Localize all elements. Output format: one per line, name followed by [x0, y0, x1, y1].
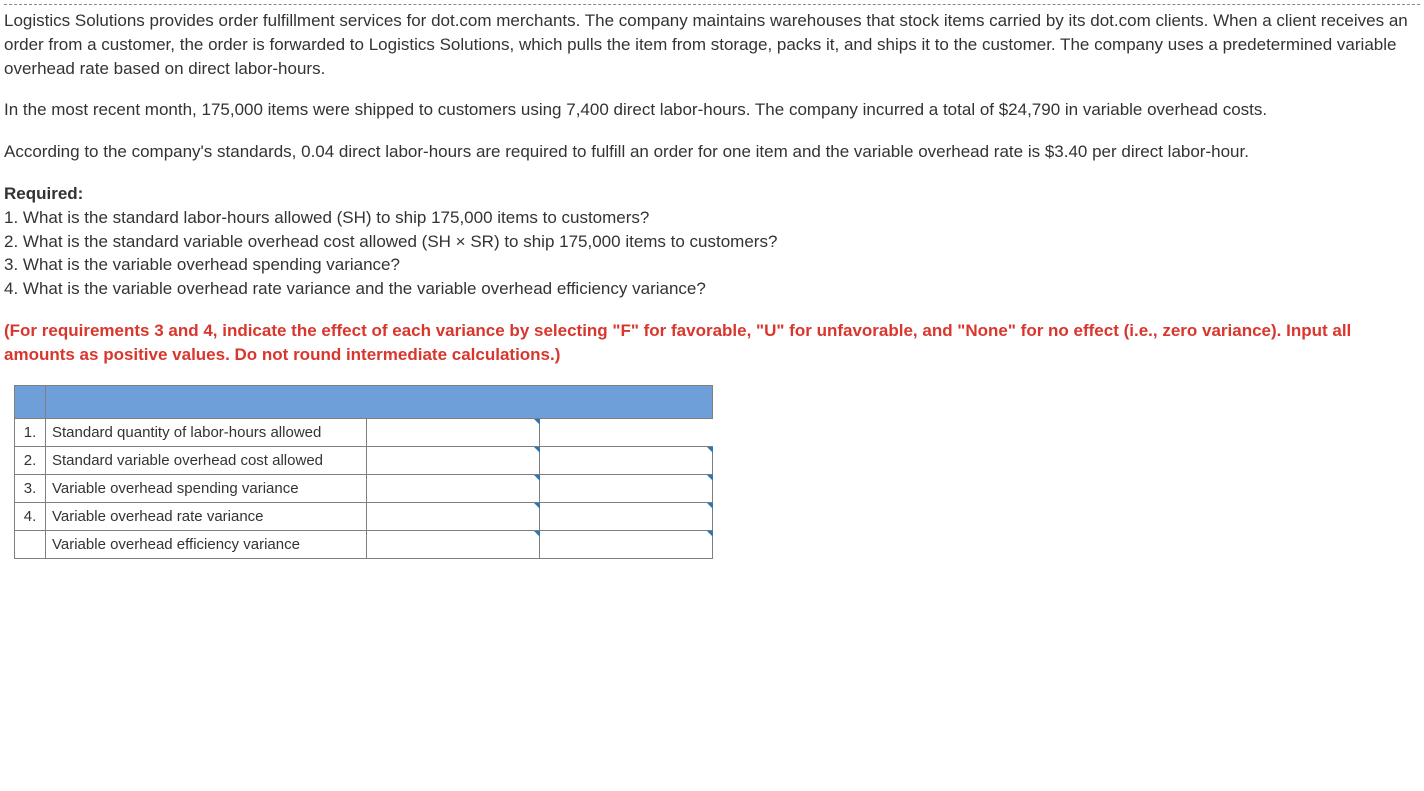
value-input-cell[interactable] [367, 502, 540, 530]
effect-input-cell[interactable] [540, 530, 713, 558]
value-input-cell[interactable] [367, 474, 540, 502]
instruction-text: (For requirements 3 and 4, indicate the … [4, 319, 1420, 367]
dropdown-indicator-icon [707, 475, 713, 481]
required-item-2: 2. What is the standard variable overhea… [4, 230, 1420, 254]
required-item-4: 4. What is the variable overhead rate va… [4, 277, 1420, 301]
dropdown-indicator-icon [707, 447, 713, 453]
row-label: Standard quantity of labor-hours allowed [46, 418, 367, 446]
effect-input-cell[interactable] [540, 474, 713, 502]
required-list: 1. What is the standard labor-hours allo… [4, 206, 1420, 301]
dropdown-indicator-icon [707, 531, 713, 537]
answer-table: 1. Standard quantity of labor-hours allo… [14, 385, 713, 559]
row-number: 3. [15, 474, 46, 502]
row-label: Standard variable overhead cost allowed [46, 446, 367, 474]
value-input-cell[interactable] [367, 418, 540, 446]
table-row: 2. Standard variable overhead cost allow… [15, 446, 713, 474]
row-label: Variable overhead rate variance [46, 502, 367, 530]
row-label: Variable overhead spending variance [46, 474, 367, 502]
table-header-main [46, 385, 713, 418]
row-number: 2. [15, 446, 46, 474]
problem-paragraph-1: Logistics Solutions provides order fulfi… [4, 9, 1420, 80]
value-input-cell[interactable] [367, 530, 540, 558]
row-label: Variable overhead efficiency variance [46, 530, 367, 558]
row-number [15, 530, 46, 558]
problem-paragraph-3: According to the company's standards, 0.… [4, 140, 1420, 164]
required-item-3: 3. What is the variable overhead spendin… [4, 253, 1420, 277]
table-row: 1. Standard quantity of labor-hours allo… [15, 418, 713, 446]
table-row: Variable overhead efficiency variance [15, 530, 713, 558]
row-number: 4. [15, 502, 46, 530]
problem-paragraph-2: In the most recent month, 175,000 items … [4, 98, 1420, 122]
table-row: 3. Variable overhead spending variance [15, 474, 713, 502]
required-heading: Required: [4, 182, 1420, 206]
required-item-1: 1. What is the standard labor-hours allo… [4, 206, 1420, 230]
table-header-num [15, 385, 46, 418]
effect-input-cell[interactable] [540, 502, 713, 530]
row-number: 1. [15, 418, 46, 446]
dropdown-indicator-icon [707, 503, 713, 509]
empty-cell [540, 418, 713, 446]
value-input-cell[interactable] [367, 446, 540, 474]
effect-input-cell[interactable] [540, 446, 713, 474]
table-row: 4. Variable overhead rate variance [15, 502, 713, 530]
